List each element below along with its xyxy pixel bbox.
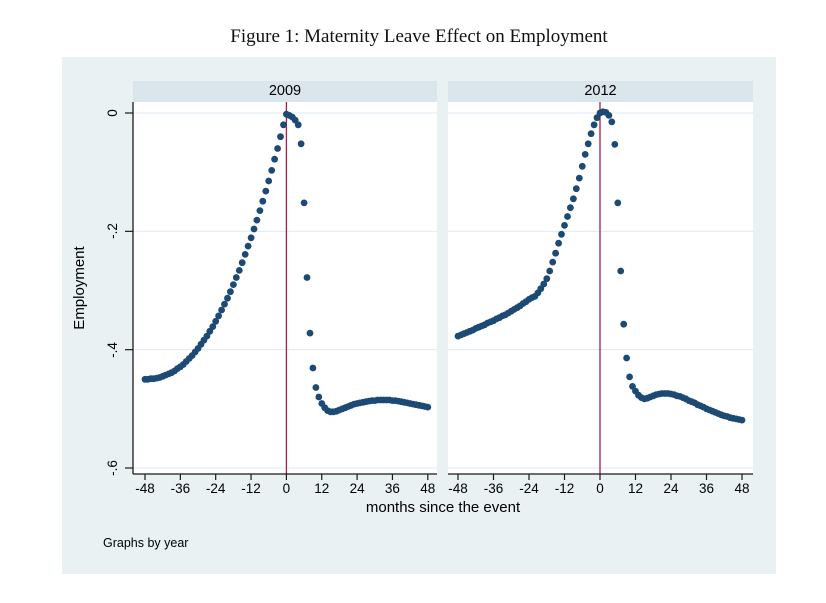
chart-canvas bbox=[125, 102, 753, 480]
data-point bbox=[297, 140, 305, 148]
graphs-by-note: Graphs by year bbox=[103, 536, 189, 550]
data-point bbox=[212, 317, 220, 325]
x-tick-label: 12 bbox=[627, 481, 644, 496]
data-point bbox=[280, 121, 287, 129]
data-point bbox=[570, 195, 577, 203]
data-point bbox=[578, 162, 586, 170]
y-tick-label: -.4 bbox=[105, 341, 120, 358]
x-tick-label: 36 bbox=[698, 481, 715, 496]
data-point bbox=[256, 207, 264, 215]
x-tick-label: 36 bbox=[384, 481, 400, 496]
data-point bbox=[584, 140, 592, 148]
plot-area-2009 bbox=[133, 102, 437, 474]
data-point bbox=[572, 185, 580, 193]
data-point bbox=[271, 155, 278, 163]
x-tick-label: -24 bbox=[205, 481, 226, 496]
data-point bbox=[738, 416, 746, 424]
data-point bbox=[306, 329, 314, 337]
data-point bbox=[549, 258, 557, 266]
data-point bbox=[620, 320, 628, 328]
data-point bbox=[614, 199, 622, 207]
data-point bbox=[265, 177, 273, 185]
x-tick-label: 48 bbox=[420, 481, 436, 496]
x-tick-label: -12 bbox=[554, 481, 575, 496]
data-point bbox=[617, 267, 625, 275]
x-tick-label: 48 bbox=[734, 481, 750, 496]
data-point bbox=[259, 197, 267, 205]
panel-header-2012: 2012 bbox=[448, 81, 753, 102]
x-tick-label: -36 bbox=[483, 481, 504, 496]
data-point bbox=[241, 251, 249, 258]
y-tick-label: -.2 bbox=[105, 223, 120, 240]
data-point bbox=[552, 249, 559, 257]
data-point bbox=[250, 225, 258, 233]
data-point bbox=[262, 187, 270, 195]
data-point bbox=[224, 294, 231, 302]
data-point bbox=[590, 121, 598, 129]
y-tick-label: -.6 bbox=[105, 460, 120, 476]
data-point bbox=[235, 267, 243, 274]
data-point bbox=[215, 312, 223, 320]
x-axis-title: months since the event bbox=[365, 499, 521, 516]
data-point bbox=[558, 230, 565, 238]
x-tick-label: 0 bbox=[282, 481, 291, 496]
data-point bbox=[294, 121, 302, 129]
data-point bbox=[543, 275, 551, 283]
x-tick-label: 12 bbox=[314, 481, 330, 496]
data-point bbox=[567, 204, 574, 212]
scatter-series-2009 bbox=[141, 110, 432, 416]
data-point bbox=[626, 373, 633, 381]
data-point bbox=[540, 280, 548, 288]
data-point bbox=[424, 403, 432, 411]
data-point bbox=[244, 242, 252, 250]
data-point bbox=[247, 234, 255, 242]
data-point bbox=[315, 393, 323, 401]
data-point bbox=[605, 112, 613, 119]
data-point bbox=[218, 306, 226, 314]
data-point bbox=[546, 267, 554, 275]
x-tick-label: -48 bbox=[448, 481, 468, 496]
data-point bbox=[575, 174, 583, 182]
x-tick-label: 0 bbox=[596, 481, 604, 496]
figure-title: Figure 1: Maternity Leave Effect on Empl… bbox=[230, 26, 608, 47]
data-point bbox=[312, 384, 320, 391]
x-tick-label: -24 bbox=[519, 481, 539, 496]
data-point bbox=[555, 239, 562, 247]
data-point bbox=[209, 323, 217, 330]
y-tick-label: 0 bbox=[105, 109, 120, 117]
data-point bbox=[238, 259, 246, 267]
data-point bbox=[608, 118, 616, 126]
data-point bbox=[564, 213, 571, 220]
data-point bbox=[611, 141, 619, 148]
data-point bbox=[274, 145, 281, 152]
x-tick-label: 24 bbox=[349, 481, 365, 496]
data-point bbox=[587, 130, 595, 138]
data-point bbox=[230, 281, 237, 288]
data-point bbox=[227, 288, 234, 296]
x-tick-label: -48 bbox=[135, 481, 155, 496]
data-point bbox=[277, 133, 284, 141]
data-point bbox=[232, 274, 240, 281]
scatter-series-2012 bbox=[454, 108, 746, 424]
x-tick-label: -12 bbox=[241, 481, 261, 496]
data-point bbox=[623, 354, 630, 362]
panel-header-2009: 2009 bbox=[133, 81, 437, 102]
graph-region: 2009 2012 Employment months since the ev… bbox=[62, 57, 776, 574]
y-axis-title: Employment bbox=[71, 246, 88, 330]
x-tick-label: -36 bbox=[170, 481, 191, 496]
data-point bbox=[268, 167, 276, 174]
data-point bbox=[221, 300, 228, 308]
data-point bbox=[253, 216, 261, 224]
data-point bbox=[300, 199, 308, 207]
x-tick-label: 24 bbox=[663, 481, 679, 496]
data-point bbox=[561, 222, 568, 229]
data-point bbox=[309, 364, 317, 372]
data-point bbox=[581, 151, 589, 158]
data-point bbox=[303, 274, 311, 281]
